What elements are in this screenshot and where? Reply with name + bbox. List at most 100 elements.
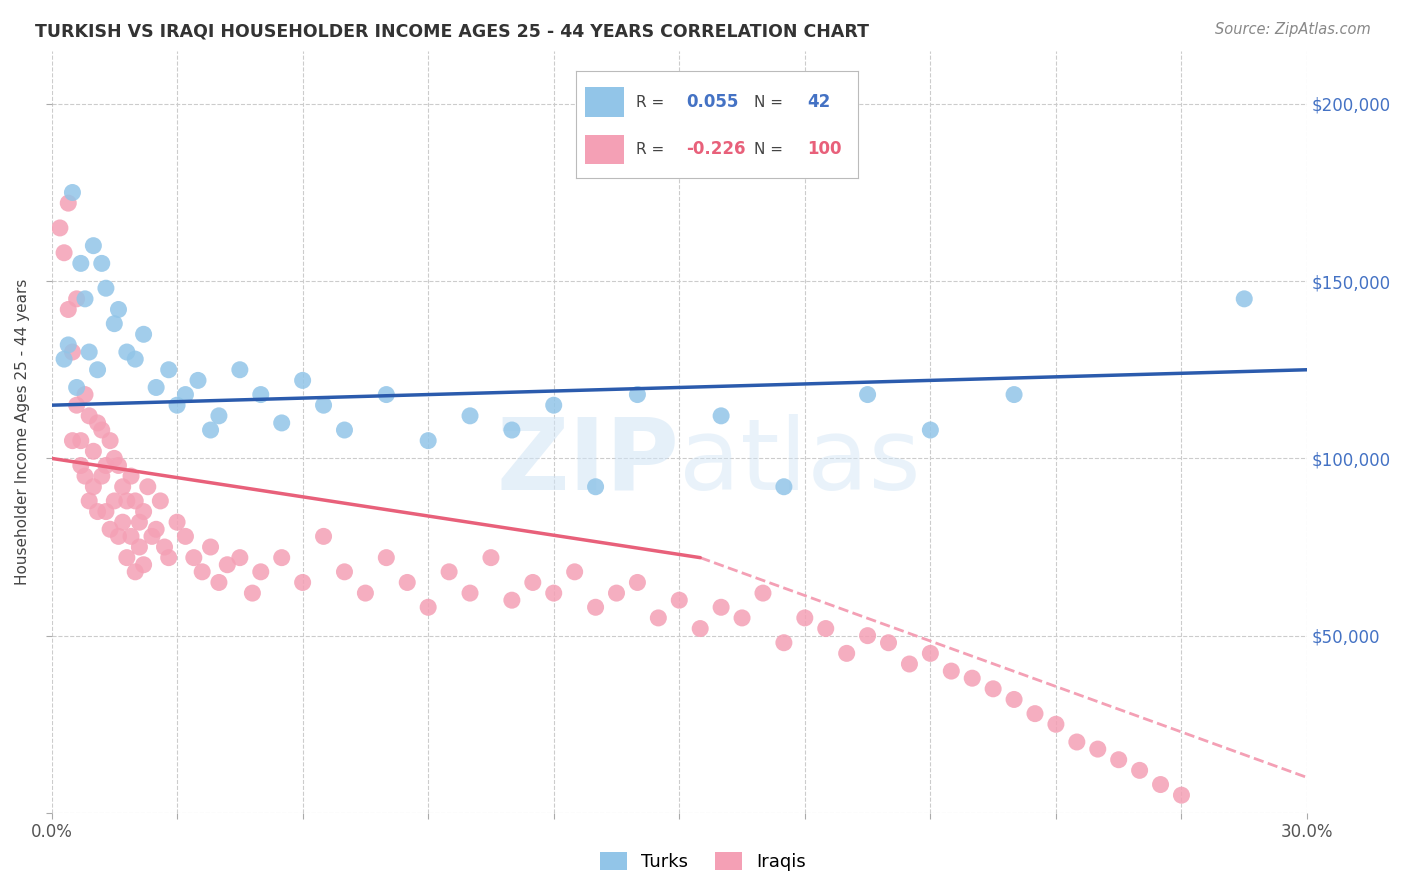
Point [132,558,155,572]
Point [710,600,733,615]
Text: N =: N = [754,142,783,157]
Point [77,409,100,423]
Point [208,409,231,423]
Point [82,444,104,458]
Point [94,504,117,518]
Point [77,345,100,359]
Point [960,671,983,685]
Point [200,540,222,554]
Point [103,317,125,331]
Point [62,186,84,200]
Point [418,434,440,448]
Point [522,575,544,590]
Point [107,302,129,317]
Point [82,480,104,494]
Point [647,611,669,625]
Text: R =: R = [636,142,664,157]
Point [773,480,796,494]
Point [66,292,89,306]
Point [396,575,419,590]
Point [77,494,100,508]
Point [90,256,112,270]
Point [58,338,80,352]
Text: atlas: atlas [679,414,921,511]
Point [501,593,523,607]
Point [73,292,96,306]
Point [1170,788,1192,802]
Point [543,398,565,412]
Point [626,387,648,401]
Point [270,550,292,565]
Point [136,480,159,494]
Point [793,611,815,625]
Point [229,550,252,565]
Point [124,565,146,579]
Text: 0.055: 0.055 [686,94,738,112]
Point [1129,764,1152,778]
Point [585,600,607,615]
Point [1108,753,1130,767]
Point [90,469,112,483]
Point [291,373,314,387]
Point [312,398,335,412]
Point [333,423,356,437]
Point [1149,778,1171,792]
Point [605,586,627,600]
Point [249,565,271,579]
Point [174,529,197,543]
Point [103,494,125,508]
Point [1233,292,1256,306]
Bar [585,87,624,118]
Point [479,550,502,565]
Point [69,434,91,448]
Point [668,593,690,607]
Text: Source: ZipAtlas.com: Source: ZipAtlas.com [1215,22,1371,37]
Point [141,529,163,543]
Point [354,586,377,600]
Point [217,558,239,572]
Point [242,586,264,600]
Point [710,409,733,423]
Text: ZIP: ZIP [496,414,679,511]
Point [128,515,150,529]
Point [157,550,180,565]
Point [86,416,108,430]
Point [124,352,146,367]
Point [689,622,711,636]
Point [86,504,108,518]
Bar [585,135,624,164]
Point [1002,387,1025,401]
Point [458,586,481,600]
Point [208,575,231,590]
Point [458,409,481,423]
Point [128,540,150,554]
Point [103,451,125,466]
Point [62,345,84,359]
Point [86,363,108,377]
Point [49,221,72,235]
Point [312,529,335,543]
Point [877,636,900,650]
Point [73,469,96,483]
Point [291,575,314,590]
Point [941,664,963,678]
Point [1002,692,1025,706]
Point [333,565,356,579]
Point [132,327,155,342]
Point [1087,742,1109,756]
Point [166,398,188,412]
Text: R =: R = [636,95,664,110]
Point [1045,717,1067,731]
Point [98,434,121,448]
Point [1066,735,1088,749]
Point [157,363,180,377]
Point [124,494,146,508]
Point [115,494,138,508]
Point [183,550,205,565]
Point [115,550,138,565]
Point [920,646,942,660]
Legend: Turks, Iraqis: Turks, Iraqis [592,845,814,879]
Point [585,480,607,494]
Point [752,586,775,600]
Point [920,423,942,437]
